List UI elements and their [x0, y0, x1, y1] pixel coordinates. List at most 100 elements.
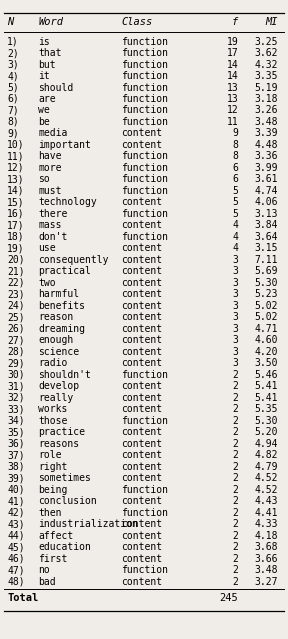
Text: 8): 8) — [7, 117, 19, 127]
Text: 5.02: 5.02 — [255, 312, 278, 322]
Text: 6: 6 — [232, 163, 238, 173]
Text: 42): 42) — [7, 507, 25, 518]
Text: practice: practice — [39, 427, 86, 437]
Text: 4.79: 4.79 — [255, 461, 278, 472]
Text: 4: 4 — [232, 220, 238, 231]
Text: content: content — [121, 289, 162, 299]
Text: technology: technology — [39, 197, 97, 208]
Text: 19): 19) — [7, 243, 25, 253]
Text: content: content — [121, 473, 162, 483]
Text: reasons: reasons — [39, 438, 79, 449]
Text: function: function — [121, 59, 168, 70]
Text: radio: radio — [39, 358, 68, 368]
Text: MI: MI — [266, 17, 278, 27]
Text: 28): 28) — [7, 347, 25, 357]
Text: 2: 2 — [232, 576, 238, 587]
Text: 4.33: 4.33 — [255, 519, 278, 529]
Text: 4.52: 4.52 — [255, 484, 278, 495]
Text: 3: 3 — [232, 358, 238, 368]
Text: two: two — [39, 278, 56, 288]
Text: 2): 2) — [7, 48, 19, 58]
Text: 40): 40) — [7, 484, 25, 495]
Text: 4.52: 4.52 — [255, 473, 278, 483]
Text: 3.64: 3.64 — [255, 232, 278, 242]
Text: 4: 4 — [232, 243, 238, 253]
Text: 2: 2 — [232, 507, 238, 518]
Text: 4.32: 4.32 — [255, 59, 278, 70]
Text: first: first — [39, 553, 68, 564]
Text: 4): 4) — [7, 71, 19, 81]
Text: 245: 245 — [219, 594, 238, 603]
Text: 4.43: 4.43 — [255, 496, 278, 506]
Text: 4.18: 4.18 — [255, 530, 278, 541]
Text: there: there — [39, 209, 68, 219]
Text: 2: 2 — [232, 542, 238, 552]
Text: function: function — [121, 209, 168, 219]
Text: function: function — [121, 151, 168, 162]
Text: N: N — [7, 17, 13, 27]
Text: 3.61: 3.61 — [255, 174, 278, 185]
Text: content: content — [121, 450, 162, 460]
Text: 5.30: 5.30 — [255, 278, 278, 288]
Text: 18): 18) — [7, 232, 25, 242]
Text: is: is — [39, 36, 50, 47]
Text: function: function — [121, 370, 168, 380]
Text: content: content — [121, 301, 162, 311]
Text: content: content — [121, 278, 162, 288]
Text: 19: 19 — [226, 36, 238, 47]
Text: 23): 23) — [7, 289, 25, 299]
Text: 2: 2 — [232, 484, 238, 495]
Text: 16): 16) — [7, 209, 25, 219]
Text: consequently: consequently — [39, 255, 109, 265]
Text: content: content — [121, 197, 162, 208]
Text: content: content — [121, 128, 162, 139]
Text: 3.13: 3.13 — [255, 209, 278, 219]
Text: 11): 11) — [7, 151, 25, 162]
Text: 4.48: 4.48 — [255, 140, 278, 150]
Text: 3.68: 3.68 — [255, 542, 278, 552]
Text: 8: 8 — [232, 140, 238, 150]
Text: function: function — [121, 82, 168, 93]
Text: content: content — [121, 542, 162, 552]
Text: 4.71: 4.71 — [255, 324, 278, 334]
Text: 3.48: 3.48 — [255, 565, 278, 575]
Text: 15): 15) — [7, 197, 25, 208]
Text: content: content — [121, 140, 162, 150]
Text: 3.36: 3.36 — [255, 151, 278, 162]
Text: Total: Total — [7, 594, 38, 603]
Text: 2: 2 — [232, 416, 238, 426]
Text: develop: develop — [39, 381, 79, 391]
Text: science: science — [39, 347, 79, 357]
Text: 5.41: 5.41 — [255, 381, 278, 391]
Text: 4.20: 4.20 — [255, 347, 278, 357]
Text: 4.60: 4.60 — [255, 335, 278, 345]
Text: practical: practical — [39, 266, 91, 276]
Text: function: function — [121, 94, 168, 104]
Text: function: function — [121, 232, 168, 242]
Text: be: be — [39, 117, 50, 127]
Text: use: use — [39, 243, 56, 253]
Text: 3: 3 — [232, 255, 238, 265]
Text: content: content — [121, 393, 162, 403]
Text: 2: 2 — [232, 393, 238, 403]
Text: 33): 33) — [7, 404, 25, 414]
Text: 46): 46) — [7, 553, 25, 564]
Text: content: content — [121, 381, 162, 391]
Text: content: content — [121, 404, 162, 414]
Text: 5.69: 5.69 — [255, 266, 278, 276]
Text: 37): 37) — [7, 450, 25, 460]
Text: 4.82: 4.82 — [255, 450, 278, 460]
Text: function: function — [121, 163, 168, 173]
Text: 25): 25) — [7, 312, 25, 322]
Text: shouldn't: shouldn't — [39, 370, 91, 380]
Text: being: being — [39, 484, 68, 495]
Text: function: function — [121, 186, 168, 196]
Text: 3: 3 — [232, 289, 238, 299]
Text: 4.41: 4.41 — [255, 507, 278, 518]
Text: f: f — [232, 17, 238, 27]
Text: 1): 1) — [7, 36, 19, 47]
Text: have: have — [39, 151, 62, 162]
Text: 9: 9 — [232, 128, 238, 139]
Text: 3): 3) — [7, 59, 19, 70]
Text: content: content — [121, 266, 162, 276]
